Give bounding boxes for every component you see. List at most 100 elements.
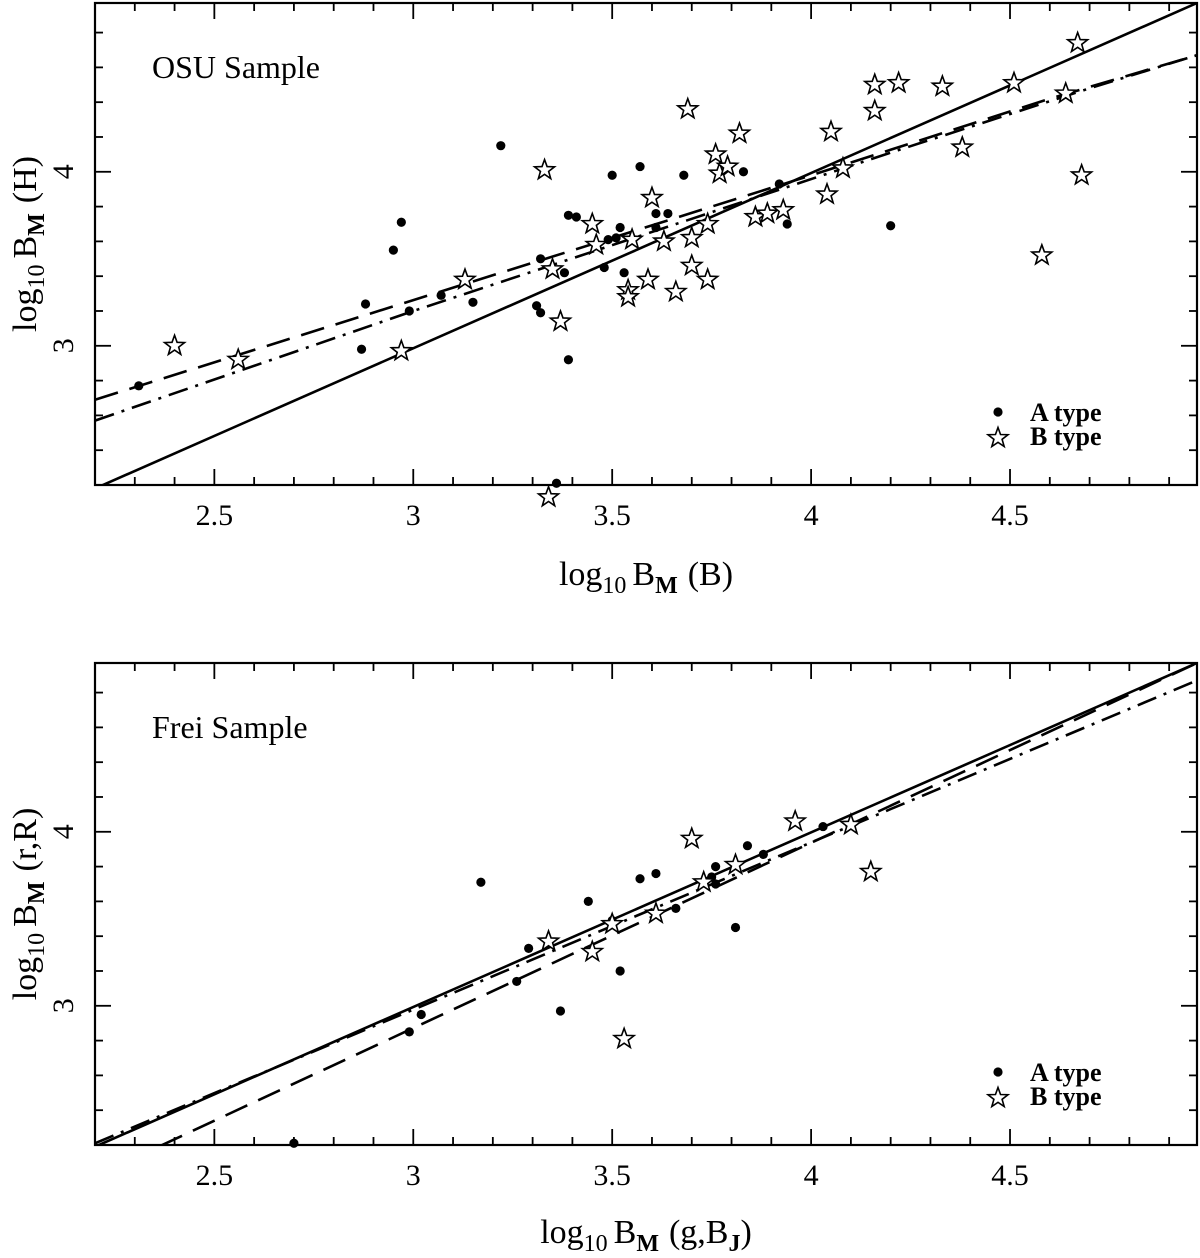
data-point-a-type: [555, 1006, 566, 1016]
label-band: (r,R): [7, 808, 44, 872]
y-tick-label: 3: [47, 338, 80, 353]
data-point-b-type: [679, 225, 704, 249]
x-tick-label: 2.5: [196, 499, 234, 532]
data-point-b-type: [691, 869, 716, 893]
data-point-a-type: [476, 877, 486, 887]
data-point-b-type: [225, 346, 251, 371]
data-point-a-type: [388, 245, 398, 255]
data-point-a-type: [758, 849, 768, 860]
data-point-b-type: [635, 266, 661, 291]
data-point-a-type: [615, 966, 625, 976]
y-tick-label: 4: [47, 164, 80, 179]
legend-dot-icon: [993, 1067, 1003, 1077]
label-band: (g,B: [669, 1214, 729, 1251]
data-point-a-type: [671, 903, 681, 913]
y-tick-label: 3: [47, 998, 80, 1013]
legend-label: A type: [1030, 398, 1102, 427]
data-point-a-type: [738, 167, 749, 177]
data-point-b-type: [548, 308, 573, 332]
legend-dot-icon: [993, 407, 1003, 417]
data-point-a-type: [615, 222, 625, 233]
label-band-sub: J: [728, 1231, 740, 1257]
data-point-b-type: [950, 134, 975, 158]
data-point-a-type: [436, 290, 446, 300]
data-point-b-type: [818, 118, 844, 143]
label-sub: M: [636, 1231, 659, 1257]
data-point-a-type: [663, 208, 673, 219]
data-point-b-type: [1029, 242, 1055, 266]
data-point-a-type: [635, 161, 645, 172]
data-point-b-type: [679, 252, 704, 277]
data-point-a-type: [679, 170, 689, 180]
label-sub: M: [655, 573, 678, 599]
data-point-a-type: [404, 1027, 414, 1037]
data-point-b-type: [862, 71, 887, 96]
label-base: 10: [584, 1231, 608, 1257]
data-point-a-type: [563, 210, 574, 220]
label-log: log: [7, 957, 44, 1000]
data-point-a-type: [134, 381, 144, 391]
data-point-a-type: [396, 217, 406, 227]
x-tick-label: 2.5: [196, 1159, 234, 1192]
data-point-b-type: [782, 808, 808, 832]
label-log: log: [7, 289, 44, 332]
data-point-a-type: [611, 233, 621, 243]
data-point-a-type: [635, 874, 645, 884]
data-point-a-type: [531, 301, 542, 311]
data-point-b-type: [536, 484, 561, 508]
data-point-b-type: [830, 155, 856, 179]
data-point-b-type: [703, 141, 728, 165]
data-point-b-type: [536, 928, 561, 952]
data-point-a-type: [535, 308, 546, 318]
label-log: log: [540, 1214, 583, 1251]
data-point-b-type: [1065, 30, 1090, 54]
y-axis-label: log10 BM (r,R): [7, 808, 50, 1001]
label-sub: M: [24, 213, 50, 236]
x-tick-label: 4: [804, 1159, 819, 1192]
data-point-b-type: [580, 938, 605, 963]
legend-star-icon: [985, 1085, 1011, 1109]
data-point-b-type: [814, 181, 840, 205]
legend-label: B type: [1030, 1082, 1102, 1111]
data-point-b-type: [580, 211, 605, 235]
data-point-a-type: [416, 1009, 426, 1020]
label-base: 10: [24, 265, 50, 289]
data-point-a-type: [651, 868, 661, 879]
data-point-a-type: [607, 170, 617, 180]
data-point-b-type: [1053, 80, 1078, 104]
label-log: log: [559, 556, 602, 593]
data-point-a-type: [289, 1138, 299, 1148]
data-point-a-type: [651, 208, 661, 219]
x-axis-label: log10 BM (B): [559, 556, 733, 599]
data-point-b-type: [584, 232, 609, 256]
data-point-b-type: [771, 197, 796, 221]
panel-title: Frei Sample: [152, 709, 308, 745]
label-base: 10: [24, 933, 50, 957]
data-point-a-type: [571, 212, 581, 222]
x-tick-label: 3: [406, 1159, 421, 1192]
label-var: B: [614, 1214, 637, 1251]
legend-label: A type: [1030, 1058, 1102, 1087]
data-point-b-type: [389, 338, 414, 362]
data-point-a-type: [512, 976, 522, 987]
x-tick-label: 4.5: [991, 499, 1029, 532]
x-tick-label: 3.5: [593, 1159, 631, 1192]
data-point-b-type: [452, 266, 478, 291]
data-point-b-type: [679, 825, 704, 850]
label-sub: M: [24, 882, 50, 905]
data-point-a-type: [774, 179, 784, 189]
x-tick-label: 4: [804, 499, 819, 532]
data-point-b-type: [540, 256, 565, 280]
data-point-b-type: [532, 157, 557, 181]
label-band: (H): [7, 156, 44, 203]
data-point-b-type: [599, 911, 625, 935]
data-point-a-type: [404, 306, 414, 316]
data-point-b-type: [838, 811, 864, 836]
legend-star-icon: [985, 425, 1011, 449]
data-point-b-type: [651, 228, 677, 252]
data-point-a-type: [583, 896, 593, 906]
data-point-b-type: [858, 858, 884, 883]
